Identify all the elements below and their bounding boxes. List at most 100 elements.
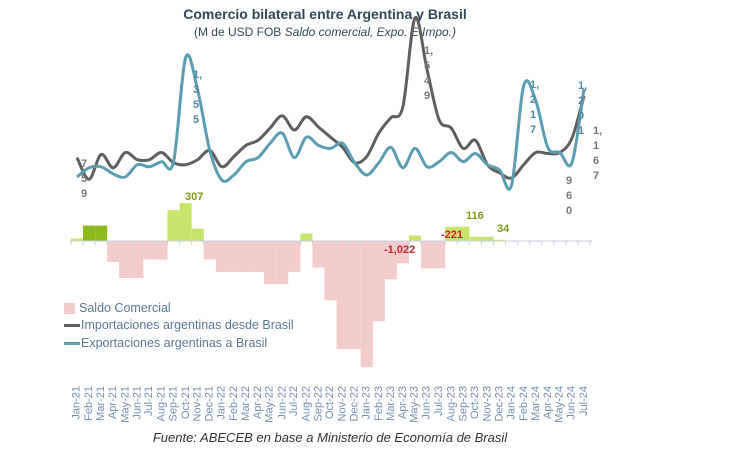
x-tick-text: Feb-23 bbox=[372, 386, 385, 421]
data-label-imp-jan21: 759 bbox=[81, 158, 88, 200]
x-tick-label: Apr-24 bbox=[542, 386, 554, 426]
bar-Jun-22 bbox=[276, 241, 289, 285]
x-tick-label: Nov-22 bbox=[337, 386, 349, 426]
data-label-imp-jul24: 1,167 bbox=[593, 125, 603, 182]
bar-series-saldo bbox=[70, 203, 506, 368]
x-tick-label: Dec-21 bbox=[204, 386, 216, 426]
x-tick-label: Nov-21 bbox=[192, 386, 204, 426]
bar-Sep-23 bbox=[457, 226, 470, 241]
x-tick-label: Apr-22 bbox=[252, 386, 264, 426]
x-tick-label: Jun-23 bbox=[421, 386, 433, 426]
x-tick-text: Mar-22 bbox=[240, 386, 252, 421]
x-tick-label: Jul-22 bbox=[288, 386, 300, 426]
legend-label-saldo: Saldo Comercial bbox=[79, 301, 171, 315]
x-tick-label: Apr-23 bbox=[397, 386, 409, 426]
data-label-imp-jun24: 960 bbox=[566, 175, 573, 217]
x-tick-label: Jul-23 bbox=[433, 386, 445, 426]
x-tick-label: Mar-22 bbox=[240, 386, 252, 426]
x-tick-label: Jan-24 bbox=[506, 386, 518, 426]
x-tick-text: Aug-23 bbox=[445, 386, 458, 422]
x-tick-label: Sep-22 bbox=[312, 386, 324, 426]
x-tick-label: Feb-22 bbox=[228, 386, 240, 426]
x-tick-text: Dec-23 bbox=[493, 386, 506, 422]
x-tick-label: Mar-23 bbox=[385, 386, 397, 426]
bar-Jul-21 bbox=[143, 241, 156, 260]
x-tick-text: Sep-23 bbox=[457, 386, 470, 422]
bar-May-23 bbox=[408, 235, 422, 241]
bar-label-nov23: 34 bbox=[497, 223, 510, 235]
bar-Dec-23 bbox=[493, 239, 506, 241]
chart-title: Comercio bilateral entre Argentina y Bra… bbox=[183, 6, 467, 22]
x-tick-label: Jan-23 bbox=[361, 386, 373, 426]
line-series-exportaciones bbox=[76, 53, 586, 191]
bar-label-sep23: 116 bbox=[466, 210, 484, 222]
legend-item-importaciones: Importaciones argentinas desde Brasil bbox=[64, 318, 294, 332]
bar-Sep-22 bbox=[312, 241, 325, 268]
bar-Nov-22 bbox=[336, 241, 349, 350]
x-tick-text: Nov-21 bbox=[191, 386, 204, 422]
bar-Jul-23 bbox=[433, 241, 446, 269]
x-tick-label: May-21 bbox=[119, 386, 131, 426]
x-tick-label: Feb-24 bbox=[518, 386, 530, 426]
x-tick-text: Mar-23 bbox=[384, 386, 397, 421]
bar-Jul-22 bbox=[288, 241, 301, 272]
x-tick-label: Jun-24 bbox=[566, 386, 578, 426]
x-tick-text: Oct-21 bbox=[179, 386, 192, 420]
bar-Jun-23 bbox=[421, 241, 434, 269]
x-tick-label: Jul-24 bbox=[578, 386, 590, 426]
x-tick-label: Nov-23 bbox=[481, 386, 493, 426]
x-tick-text: Jul-22 bbox=[288, 386, 301, 416]
x-tick-text: Jun-24 bbox=[565, 386, 578, 420]
bar-Jan-21 bbox=[70, 238, 84, 241]
x-tick-text: Feb-24 bbox=[517, 386, 530, 421]
x-tick-text: Jan-23 bbox=[360, 386, 373, 420]
bar-May-22 bbox=[264, 241, 277, 285]
x-tick-text: Dec-21 bbox=[203, 386, 216, 422]
bar-Feb-22 bbox=[227, 241, 240, 272]
legend-label-exportaciones: Exportaciones argentinas a Brasil bbox=[81, 336, 268, 350]
data-label-exp-feb24: 1,217 bbox=[530, 79, 540, 136]
bar-Dec-22 bbox=[348, 241, 361, 350]
bar-Mar-21 bbox=[95, 225, 108, 241]
x-tick-text: Mar-21 bbox=[95, 386, 108, 421]
x-tick-label: Feb-21 bbox=[83, 386, 95, 426]
bar-Aug-23 bbox=[445, 226, 458, 241]
x-tick-label: Jul-21 bbox=[143, 386, 155, 426]
bar-Sep-21 bbox=[167, 210, 180, 241]
x-tick-text: Jun-21 bbox=[131, 386, 144, 420]
data-label-imp-may23: 1,549 bbox=[424, 45, 434, 102]
x-tick-label: Aug-23 bbox=[445, 386, 457, 426]
bar-label-jul23: -221 bbox=[441, 229, 464, 241]
bar-Jan-22 bbox=[215, 241, 228, 272]
x-tick-text: Apr-21 bbox=[107, 386, 120, 420]
bar-Apr-21 bbox=[107, 241, 120, 262]
x-tick-text: Feb-22 bbox=[227, 386, 240, 421]
line-series-importaciones bbox=[75, 16, 586, 181]
x-tick-text: Jun-22 bbox=[276, 386, 289, 420]
legend-item-exportaciones: Exportaciones argentinas a Brasil bbox=[64, 336, 267, 350]
x-tick-label: Jun-21 bbox=[131, 386, 143, 426]
x-tick-text: Jul-24 bbox=[578, 386, 590, 416]
x-tick-label: Apr-21 bbox=[107, 386, 119, 426]
legend-swatch-importaciones bbox=[64, 324, 80, 328]
legend-item-saldo: Saldo Comercial bbox=[64, 301, 171, 315]
x-tick-text: Sep-22 bbox=[312, 386, 325, 422]
x-tick-label: Feb-23 bbox=[373, 386, 385, 426]
x-tick-label: Dec-23 bbox=[494, 386, 506, 426]
bar-label-oct21: 307 bbox=[185, 191, 204, 203]
x-tick-text: Dec-22 bbox=[348, 386, 361, 422]
x-tick-label: Sep-21 bbox=[168, 386, 180, 426]
x-tick-label: Dec-22 bbox=[349, 386, 361, 426]
legend-swatch-saldo bbox=[64, 303, 75, 315]
x-tick-text: Nov-22 bbox=[336, 386, 349, 422]
x-tick-text: Jun-23 bbox=[421, 386, 434, 420]
x-tick-label: May-24 bbox=[554, 386, 566, 426]
bar-Jun-21 bbox=[131, 241, 144, 279]
bar-Nov-21 bbox=[191, 228, 204, 241]
x-tick-text: Jul-21 bbox=[143, 386, 156, 416]
legend-label-importaciones: Importaciones argentinas desde Brasil bbox=[81, 318, 294, 332]
bar-Aug-22 bbox=[300, 233, 313, 241]
bar-Oct-23 bbox=[469, 236, 482, 241]
x-tick-text: Aug-21 bbox=[155, 386, 168, 422]
